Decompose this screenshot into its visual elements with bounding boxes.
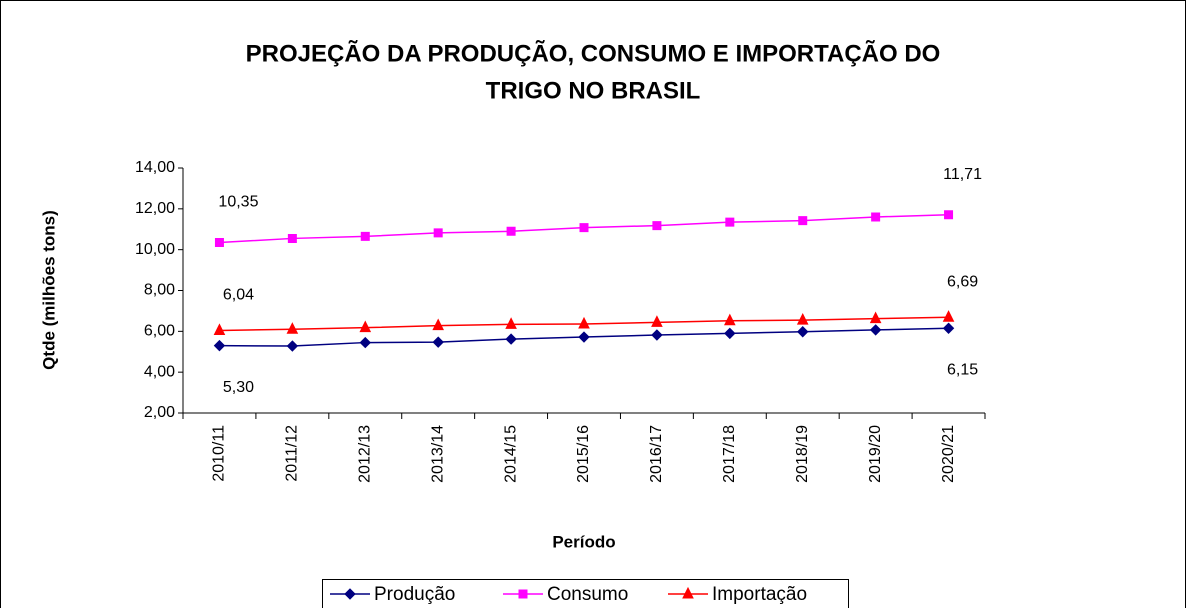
y-axis-title: Qtde (milhões tons) bbox=[39, 210, 58, 370]
data-point bbox=[505, 333, 517, 345]
x-tick-label: 2018/19 bbox=[794, 425, 811, 483]
data-point bbox=[725, 217, 735, 227]
data-label: 5,30 bbox=[223, 379, 254, 396]
data-label: 6,69 bbox=[947, 273, 978, 290]
x-tick-label: 2012/13 bbox=[356, 425, 373, 483]
data-point bbox=[871, 212, 881, 222]
data-point bbox=[360, 231, 370, 241]
y-tick-label: 10,00 bbox=[135, 241, 175, 258]
data-point bbox=[579, 223, 589, 233]
data-point bbox=[724, 313, 736, 326]
data-point bbox=[432, 318, 444, 331]
y-tick-label: 12,00 bbox=[135, 200, 175, 217]
data-label: 6,15 bbox=[947, 361, 978, 378]
data-point bbox=[578, 331, 590, 343]
x-tick-label: 2010/11 bbox=[211, 425, 228, 482]
y-tick-label: 2,00 bbox=[144, 404, 175, 421]
data-label: 6,04 bbox=[223, 287, 254, 304]
y-tick-label: 4,00 bbox=[144, 363, 175, 380]
data-point bbox=[869, 311, 882, 324]
x-tick-label: 2015/16 bbox=[575, 425, 592, 483]
data-point bbox=[213, 323, 226, 336]
data-point bbox=[796, 312, 809, 325]
data-point bbox=[942, 310, 955, 322]
data-point bbox=[651, 315, 663, 327]
data-point bbox=[869, 324, 882, 336]
x-tick-label: 2014/15 bbox=[502, 425, 519, 483]
data-point bbox=[797, 326, 809, 338]
x-axis-title: Período bbox=[552, 532, 615, 551]
x-tick-label: 2020/21 bbox=[940, 425, 957, 483]
data-point bbox=[724, 327, 736, 340]
data-point bbox=[359, 336, 371, 349]
data-point bbox=[213, 339, 226, 352]
chart-title: TRIGO NO BRASIL bbox=[486, 77, 701, 104]
legend-marker bbox=[344, 588, 356, 600]
x-tick-label: 2019/20 bbox=[867, 425, 884, 483]
legend-box bbox=[322, 579, 849, 608]
y-tick-label: 14,00 bbox=[135, 159, 175, 176]
x-tick-label: 2011/12 bbox=[284, 425, 301, 482]
data-point bbox=[286, 322, 299, 334]
data-point bbox=[359, 320, 372, 333]
y-tick-label: 8,00 bbox=[144, 282, 175, 299]
legend-marker bbox=[682, 586, 694, 599]
data-point bbox=[214, 238, 224, 248]
data-point bbox=[652, 221, 662, 231]
data-point bbox=[505, 317, 517, 329]
data-label: 10,35 bbox=[218, 194, 258, 211]
x-tick-label: 2017/18 bbox=[721, 425, 738, 483]
data-point bbox=[798, 216, 808, 226]
data-point bbox=[432, 336, 444, 348]
data-point bbox=[944, 210, 954, 220]
data-point bbox=[506, 226, 516, 236]
x-tick-label: 2013/14 bbox=[429, 425, 446, 483]
y-tick-label: 6,00 bbox=[144, 323, 175, 340]
x-tick-label: 2016/17 bbox=[648, 425, 665, 483]
data-point bbox=[287, 233, 297, 243]
legend-label: Importação bbox=[712, 584, 807, 605]
chart-title: PROJEÇÃO DA PRODUÇÃO, CONSUMO E IMPORTAÇ… bbox=[246, 39, 941, 67]
data-point bbox=[433, 228, 443, 238]
data-point bbox=[286, 340, 299, 352]
data-point bbox=[942, 322, 955, 334]
legend-label: Produção bbox=[374, 584, 455, 605]
data-point bbox=[651, 329, 663, 341]
legend-label: Consumo bbox=[547, 584, 628, 605]
data-label: 11,71 bbox=[943, 166, 982, 183]
data-point bbox=[578, 316, 590, 329]
legend-marker bbox=[518, 589, 528, 599]
